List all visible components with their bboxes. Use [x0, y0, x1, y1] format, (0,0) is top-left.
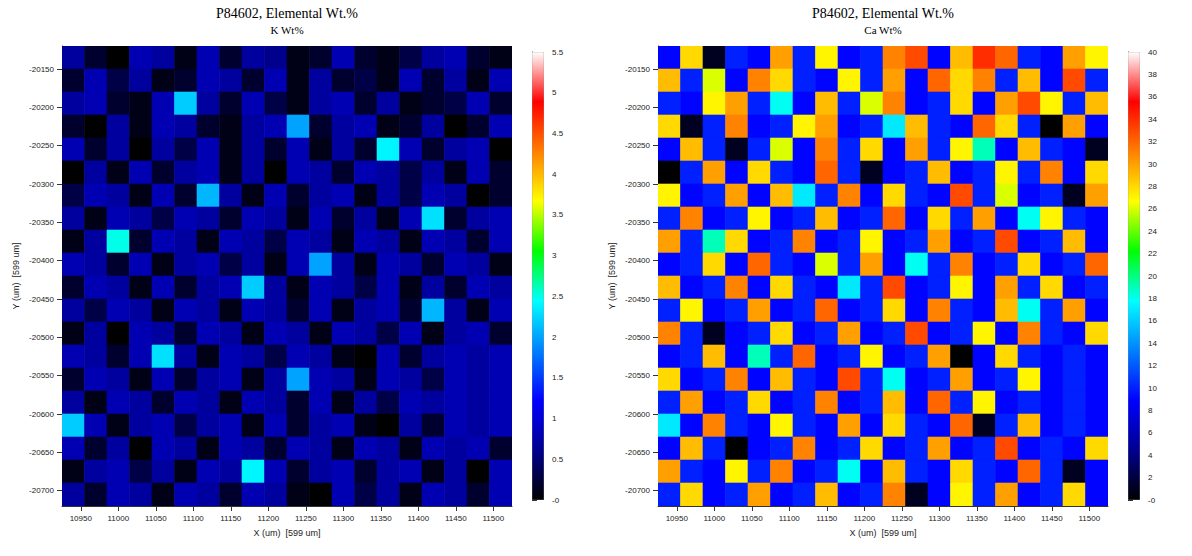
svg-text:10: 10 [1148, 384, 1157, 393]
svg-text:20: 20 [1148, 272, 1157, 281]
svg-text:-20650: -20650 [625, 448, 650, 457]
svg-text:X (um) [599 um]: X (um) [599 um] [849, 528, 916, 538]
svg-text:11100: 11100 [779, 514, 801, 523]
svg-text:2: 2 [552, 333, 557, 342]
svg-text:4.5: 4.5 [552, 129, 564, 138]
svg-text:11000: 11000 [703, 514, 725, 523]
svg-text:-20550: -20550 [29, 371, 54, 380]
svg-text:Ca Wt%: Ca Wt% [864, 24, 901, 36]
svg-text:11450: 11450 [445, 514, 467, 523]
svg-text:1: 1 [552, 414, 557, 423]
svg-text:4: 4 [552, 170, 557, 179]
svg-text:-20150: -20150 [29, 65, 54, 74]
svg-text:-0: -0 [552, 496, 560, 505]
svg-text:36: 36 [1148, 92, 1157, 101]
svg-text:-20450: -20450 [29, 295, 54, 304]
svg-text:P84602, Elemental Wt.%: P84602, Elemental Wt.% [812, 6, 954, 21]
svg-text:1.5: 1.5 [552, 373, 564, 382]
svg-text:11400: 11400 [1003, 514, 1025, 523]
svg-text:16: 16 [1148, 316, 1157, 325]
svg-text:-20700: -20700 [29, 486, 54, 495]
svg-text:-20300: -20300 [29, 180, 54, 189]
svg-text:-20450: -20450 [625, 295, 650, 304]
svg-text:14: 14 [1148, 339, 1157, 348]
svg-text:11300: 11300 [928, 514, 950, 523]
svg-text:26: 26 [1148, 204, 1157, 213]
svg-text:24: 24 [1148, 227, 1157, 236]
svg-text:-20500: -20500 [29, 333, 54, 342]
svg-text:32: 32 [1148, 137, 1157, 146]
svg-text:Y (um) [599 um]: Y (um) [599 um] [11, 243, 21, 310]
svg-text:2.5: 2.5 [552, 292, 564, 301]
svg-text:11350: 11350 [966, 514, 988, 523]
svg-text:-20200: -20200 [29, 103, 54, 112]
svg-text:5: 5 [552, 88, 557, 97]
svg-text:-20250: -20250 [625, 141, 650, 150]
svg-text:28: 28 [1148, 182, 1157, 191]
svg-text:6: 6 [1148, 428, 1153, 437]
svg-text:-0: -0 [1148, 496, 1156, 505]
svg-text:-20200: -20200 [625, 103, 650, 112]
svg-text:-20350: -20350 [29, 218, 54, 227]
svg-text:0.5: 0.5 [552, 455, 564, 464]
svg-text:11100: 11100 [183, 514, 205, 523]
svg-text:11000: 11000 [107, 514, 129, 523]
svg-text:11300: 11300 [332, 514, 354, 523]
svg-text:12: 12 [1148, 361, 1157, 370]
svg-text:10950: 10950 [70, 514, 93, 523]
svg-text:18: 18 [1148, 294, 1157, 303]
svg-text:-20300: -20300 [625, 180, 650, 189]
svg-text:Y (um) [599 um]: Y (um) [599 um] [607, 243, 617, 310]
svg-text:11350: 11350 [370, 514, 392, 523]
svg-text:2: 2 [1148, 473, 1153, 482]
svg-text:11250: 11250 [891, 514, 913, 523]
svg-text:-20650: -20650 [29, 448, 54, 457]
svg-text:11250: 11250 [295, 514, 317, 523]
svg-text:11450: 11450 [1041, 514, 1063, 523]
svg-text:X (um) [599 um]: X (um) [599 um] [253, 528, 320, 538]
svg-text:4: 4 [1148, 451, 1153, 460]
svg-text:11200: 11200 [257, 514, 279, 523]
svg-text:11400: 11400 [407, 514, 429, 523]
svg-text:38: 38 [1148, 70, 1157, 79]
svg-text:3: 3 [552, 251, 557, 260]
svg-text:-20400: -20400 [625, 256, 650, 265]
svg-text:11050: 11050 [145, 514, 167, 523]
svg-text:-20350: -20350 [625, 218, 650, 227]
svg-text:11500: 11500 [482, 514, 504, 523]
svg-text:8: 8 [1148, 406, 1153, 415]
svg-text:11200: 11200 [853, 514, 875, 523]
svg-text:40: 40 [1148, 48, 1157, 57]
svg-text:34: 34 [1148, 115, 1157, 124]
svg-text:11500: 11500 [1078, 514, 1100, 523]
svg-text:11050: 11050 [741, 514, 763, 523]
svg-text:K Wt%: K Wt% [270, 24, 303, 36]
svg-text:3.5: 3.5 [552, 210, 564, 219]
svg-text:P84602, Elemental Wt.%: P84602, Elemental Wt.% [216, 6, 358, 21]
svg-text:-20550: -20550 [625, 371, 650, 380]
svg-text:-20600: -20600 [625, 410, 650, 419]
svg-text:11150: 11150 [220, 514, 242, 523]
svg-text:5.5: 5.5 [552, 48, 564, 57]
svg-text:11150: 11150 [816, 514, 838, 523]
svg-text:-20250: -20250 [29, 141, 54, 150]
svg-text:-20150: -20150 [625, 65, 650, 74]
svg-text:10950: 10950 [666, 514, 689, 523]
svg-text:-20500: -20500 [625, 333, 650, 342]
svg-text:22: 22 [1148, 249, 1157, 258]
svg-text:-20700: -20700 [625, 486, 650, 495]
svg-text:30: 30 [1148, 160, 1157, 169]
svg-text:-20400: -20400 [29, 256, 54, 265]
svg-text:-20600: -20600 [29, 410, 54, 419]
